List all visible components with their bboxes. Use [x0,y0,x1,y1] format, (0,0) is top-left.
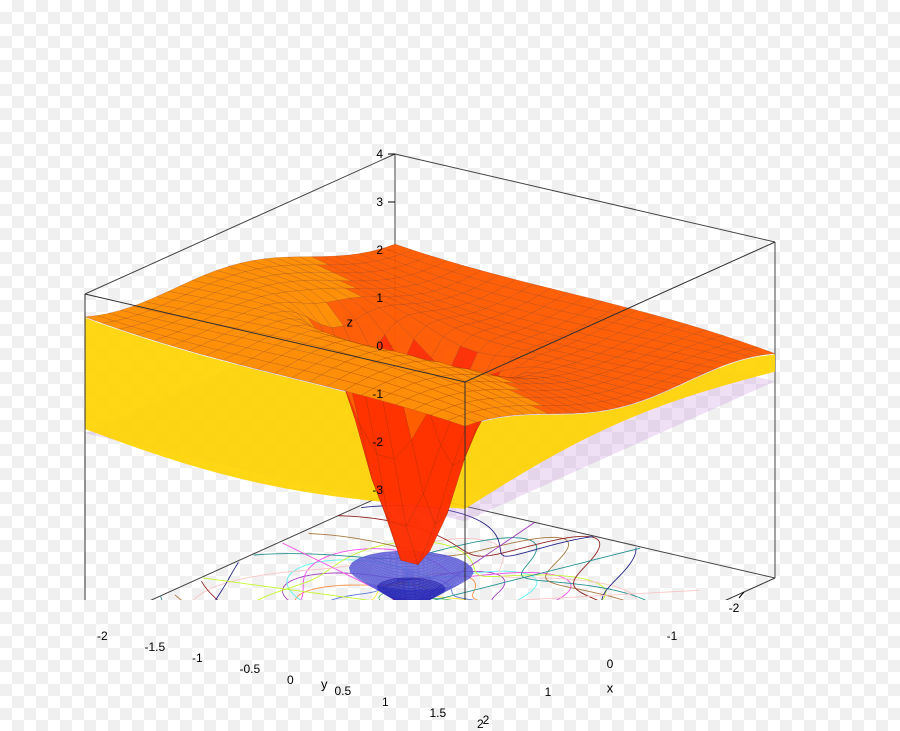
x-tick-label: -2 [729,601,740,615]
y-axis-label: y [321,677,328,692]
y-tick-label: 0.5 [335,684,352,698]
y-tick-label: 0 [287,673,294,687]
z-tick-label: 0 [376,339,383,353]
z-tick-label: 2 [376,243,383,257]
z-tick-label: -3 [372,483,383,497]
x-axis-label: x [607,681,614,696]
z-tick-label: -2 [372,435,383,449]
z-tick-label: -1 [372,387,383,401]
y-tick-label: 1 [382,695,389,709]
y-tick-label: -2 [97,629,108,643]
y-tick-label: -1 [192,651,203,665]
chart-3d-surface: -3-2-101234-2-1012-2-1.5-1-0.500.511.52z… [0,0,900,600]
plot-svg [0,0,900,600]
z-tick-label: 4 [376,147,383,161]
y-tick-label: 1.5 [430,706,447,720]
z-axis-label: z [347,315,354,330]
x-tick-label: 1 [545,685,552,699]
y-tick-label: 2 [477,717,484,731]
z-tick-label: 3 [376,195,383,209]
x-tick-label: -1 [667,629,678,643]
x-tick-label: 0 [607,657,614,671]
y-tick-label: -0.5 [240,662,261,676]
z-tick-label: 1 [376,291,383,305]
y-tick-label: -1.5 [145,640,166,654]
